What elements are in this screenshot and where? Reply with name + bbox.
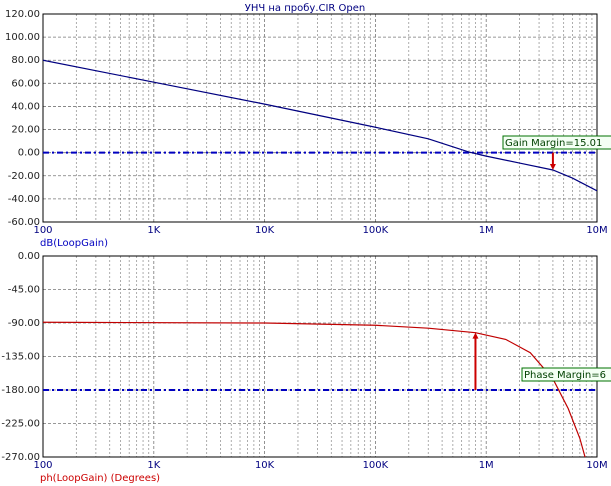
x-tick-label: 1K [147, 225, 160, 236]
chart-title: УНЧ на пробу.CIR Open [245, 3, 366, 14]
y-tick-label: -60.00 [8, 217, 40, 228]
x-tick-label: 100 [33, 225, 52, 236]
plot-frame [42, 13, 598, 223]
y-tick-label: -270.00 [1, 452, 40, 463]
data-line [43, 59, 597, 192]
y-tick-label: 0.00 [18, 251, 40, 262]
y-tick-label: -180.00 [1, 385, 40, 396]
x-tick-label: 10M [586, 460, 607, 471]
x-tick-label: 100K [363, 460, 389, 471]
y-tick-label: 40.00 [11, 101, 40, 112]
y-axis-label: dB(LoopGain) [40, 238, 108, 249]
data-line [43, 321, 586, 457]
y-tick-label: 0.00 [18, 148, 40, 159]
y-tick-label: -135.00 [1, 352, 40, 363]
y-tick-label: -225.00 [1, 419, 40, 430]
x-tick-label: 1M [479, 460, 494, 471]
arrow-head [549, 164, 556, 171]
x-tick-label: 10K [255, 460, 275, 471]
plot-frame [42, 255, 598, 458]
x-tick-label: 1M [479, 225, 494, 236]
x-tick-label: 1K [147, 460, 160, 471]
y-tick-label: -90.00 [8, 318, 40, 329]
annotation-box [502, 135, 611, 150]
y-tick-label: 100.00 [5, 32, 40, 43]
y-tick-label: 80.00 [11, 55, 40, 66]
y-axis-label: ph(LoopGain) (Degrees) [40, 473, 160, 484]
x-tick-label: 100K [363, 225, 389, 236]
y-tick-label: 120.00 [5, 9, 40, 20]
annotation-label: Phase Margin=6 [524, 370, 606, 381]
y-tick-label: 20.00 [11, 125, 40, 136]
x-tick-label: 10M [586, 225, 607, 236]
x-tick-label: 10K [255, 225, 275, 236]
annotation-box [521, 367, 611, 382]
annotation-label: Gain Margin=15.01 [505, 138, 602, 149]
arrow-head [472, 332, 479, 339]
y-tick-label: 60.00 [11, 78, 40, 89]
y-tick-label: -40.00 [8, 194, 40, 205]
y-tick-label: -45.00 [8, 285, 40, 296]
y-tick-label: -20.00 [8, 171, 40, 182]
x-tick-label: 100 [33, 460, 52, 471]
